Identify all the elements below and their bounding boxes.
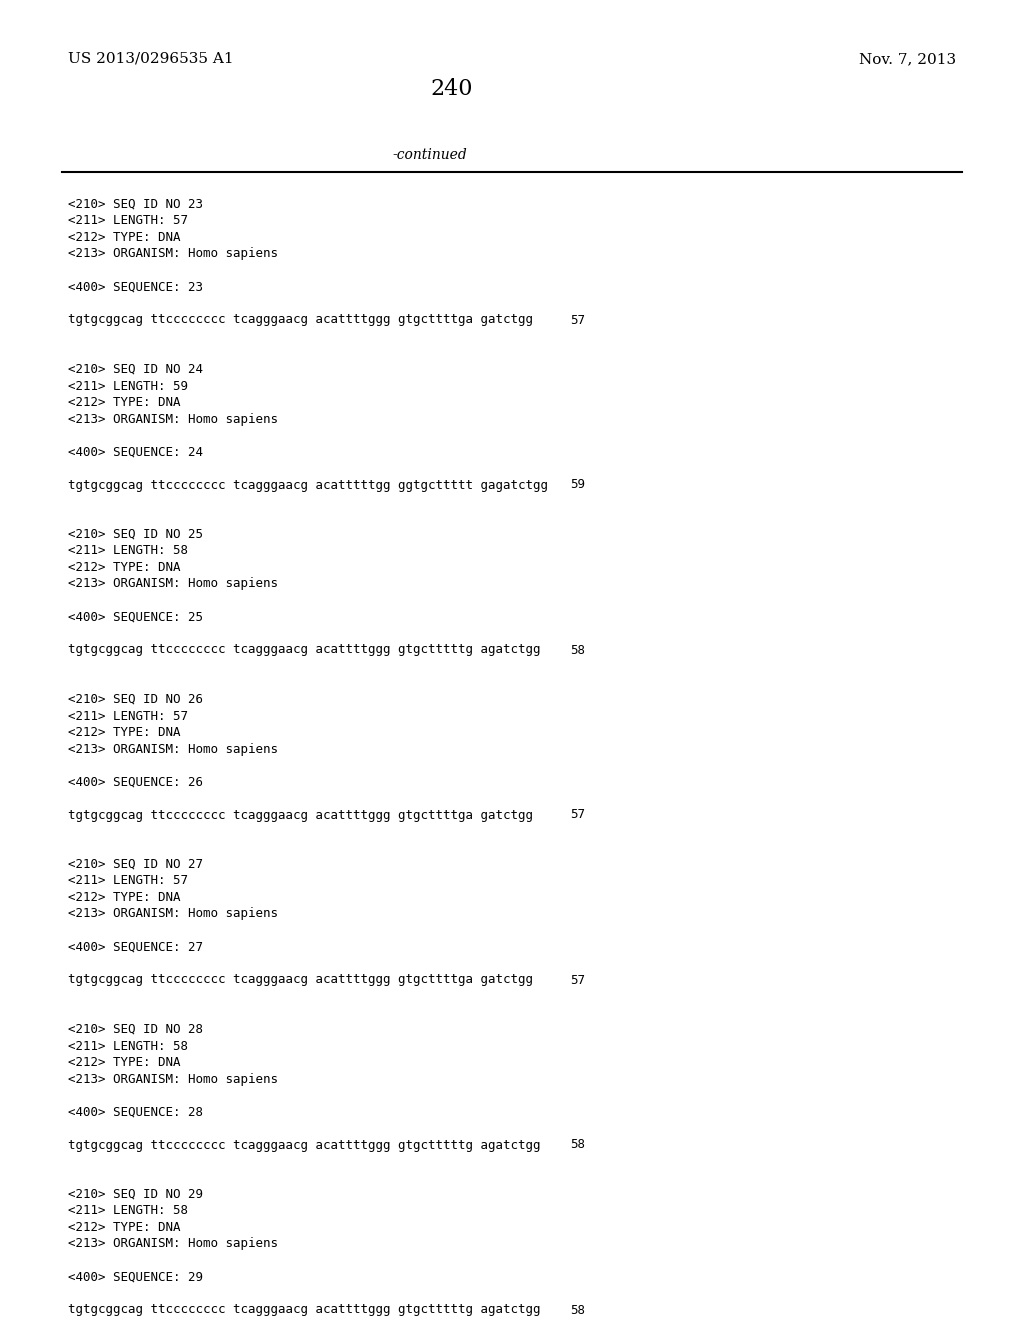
Text: <211> LENGTH: 58: <211> LENGTH: 58 — [68, 544, 188, 557]
Text: <210> SEQ ID NO 27: <210> SEQ ID NO 27 — [68, 858, 203, 871]
Text: <213> ORGANISM: Homo sapiens: <213> ORGANISM: Homo sapiens — [68, 1072, 278, 1085]
Text: <211> LENGTH: 58: <211> LENGTH: 58 — [68, 1204, 188, 1217]
Text: <212> TYPE: DNA: <212> TYPE: DNA — [68, 1056, 180, 1069]
Text: <210> SEQ ID NO 28: <210> SEQ ID NO 28 — [68, 1023, 203, 1036]
Text: 59: 59 — [570, 479, 585, 491]
Text: 57: 57 — [570, 314, 585, 326]
Text: <400> SEQUENCE: 25: <400> SEQUENCE: 25 — [68, 610, 203, 623]
Text: tgtgcggcag ttcccccccc tcagggaacg acatttttgg ggtgcttttt gagatctgg: tgtgcggcag ttcccccccc tcagggaacg acatttt… — [68, 479, 548, 491]
Text: <213> ORGANISM: Homo sapiens: <213> ORGANISM: Homo sapiens — [68, 1238, 278, 1250]
Text: <211> LENGTH: 59: <211> LENGTH: 59 — [68, 380, 188, 392]
Text: <212> TYPE: DNA: <212> TYPE: DNA — [68, 561, 180, 574]
Text: 57: 57 — [570, 974, 585, 986]
Text: <400> SEQUENCE: 23: <400> SEQUENCE: 23 — [68, 281, 203, 293]
Text: tgtgcggcag ttcccccccc tcagggaacg acattttggg gtgctttttg agatctgg: tgtgcggcag ttcccccccc tcagggaacg acatttt… — [68, 644, 541, 656]
Text: <212> TYPE: DNA: <212> TYPE: DNA — [68, 396, 180, 409]
Text: <210> SEQ ID NO 29: <210> SEQ ID NO 29 — [68, 1188, 203, 1201]
Text: tgtgcggcag ttcccccccc tcagggaacg acattttggg gtgcttttga gatctgg: tgtgcggcag ttcccccccc tcagggaacg acatttt… — [68, 808, 534, 821]
Text: tgtgcggcag ttcccccccc tcagggaacg acattttggg gtgcttttga gatctgg: tgtgcggcag ttcccccccc tcagggaacg acatttt… — [68, 314, 534, 326]
Text: 57: 57 — [570, 808, 585, 821]
Text: US 2013/0296535 A1: US 2013/0296535 A1 — [68, 51, 233, 66]
Text: <400> SEQUENCE: 28: <400> SEQUENCE: 28 — [68, 1106, 203, 1118]
Text: <212> TYPE: DNA: <212> TYPE: DNA — [68, 726, 180, 739]
Text: <210> SEQ ID NO 23: <210> SEQ ID NO 23 — [68, 198, 203, 211]
Text: <212> TYPE: DNA: <212> TYPE: DNA — [68, 231, 180, 244]
Text: 58: 58 — [570, 1304, 585, 1316]
Text: <212> TYPE: DNA: <212> TYPE: DNA — [68, 1221, 180, 1234]
Text: <211> LENGTH: 57: <211> LENGTH: 57 — [68, 874, 188, 887]
Text: <213> ORGANISM: Homo sapiens: <213> ORGANISM: Homo sapiens — [68, 742, 278, 755]
Text: <211> LENGTH: 57: <211> LENGTH: 57 — [68, 710, 188, 722]
Text: 58: 58 — [570, 644, 585, 656]
Text: <211> LENGTH: 58: <211> LENGTH: 58 — [68, 1040, 188, 1052]
Text: <400> SEQUENCE: 29: <400> SEQUENCE: 29 — [68, 1270, 203, 1283]
Text: <210> SEQ ID NO 24: <210> SEQ ID NO 24 — [68, 363, 203, 376]
Text: Nov. 7, 2013: Nov. 7, 2013 — [859, 51, 956, 66]
Text: <213> ORGANISM: Homo sapiens: <213> ORGANISM: Homo sapiens — [68, 248, 278, 260]
Text: <212> TYPE: DNA: <212> TYPE: DNA — [68, 891, 180, 904]
Text: <210> SEQ ID NO 26: <210> SEQ ID NO 26 — [68, 693, 203, 706]
Text: -continued: -continued — [392, 148, 467, 162]
Text: 58: 58 — [570, 1138, 585, 1151]
Text: <210> SEQ ID NO 25: <210> SEQ ID NO 25 — [68, 528, 203, 541]
Text: <400> SEQUENCE: 24: <400> SEQUENCE: 24 — [68, 446, 203, 458]
Text: tgtgcggcag ttcccccccc tcagggaacg acattttggg gtgcttttga gatctgg: tgtgcggcag ttcccccccc tcagggaacg acatttt… — [68, 974, 534, 986]
Text: <213> ORGANISM: Homo sapiens: <213> ORGANISM: Homo sapiens — [68, 908, 278, 920]
Text: 240: 240 — [430, 78, 472, 100]
Text: <211> LENGTH: 57: <211> LENGTH: 57 — [68, 214, 188, 227]
Text: <213> ORGANISM: Homo sapiens: <213> ORGANISM: Homo sapiens — [68, 578, 278, 590]
Text: <400> SEQUENCE: 27: <400> SEQUENCE: 27 — [68, 940, 203, 953]
Text: tgtgcggcag ttcccccccc tcagggaacg acattttggg gtgctttttg agatctgg: tgtgcggcag ttcccccccc tcagggaacg acatttt… — [68, 1138, 541, 1151]
Text: <400> SEQUENCE: 26: <400> SEQUENCE: 26 — [68, 776, 203, 788]
Text: tgtgcggcag ttcccccccc tcagggaacg acattttggg gtgctttttg agatctgg: tgtgcggcag ttcccccccc tcagggaacg acatttt… — [68, 1304, 541, 1316]
Text: <213> ORGANISM: Homo sapiens: <213> ORGANISM: Homo sapiens — [68, 412, 278, 425]
